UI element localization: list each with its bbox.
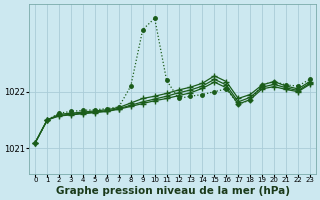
X-axis label: Graphe pression niveau de la mer (hPa): Graphe pression niveau de la mer (hPa): [56, 186, 290, 196]
